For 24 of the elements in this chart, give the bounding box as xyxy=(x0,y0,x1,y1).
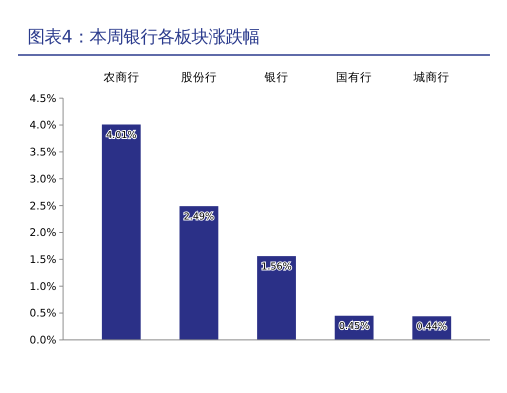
y-tick-label: 1.0% xyxy=(30,280,56,293)
y-tick-label: 2.5% xyxy=(30,200,56,212)
y-tick-label: 3.0% xyxy=(30,173,56,186)
data-label: 0.45% xyxy=(338,321,370,332)
y-tick-label: 0.0% xyxy=(30,334,56,347)
bar xyxy=(257,256,296,340)
data-label: 4.01% xyxy=(106,130,137,141)
x-tick-label: 城商行 xyxy=(412,70,450,84)
x-tick-label: 股份行 xyxy=(180,70,217,84)
bar xyxy=(180,206,218,340)
x-tick-label: 农商行 xyxy=(103,70,140,84)
y-tick-label: 1.5% xyxy=(30,254,56,266)
bar xyxy=(102,124,141,340)
y-tick-label: 0.5% xyxy=(30,308,56,320)
y-tick-label: 2.0% xyxy=(30,227,56,240)
chart-title: 图表4：本周银行各板块涨跌幅 xyxy=(28,28,260,48)
y-tick-label: 4.5% xyxy=(30,92,56,105)
data-label: 1.56% xyxy=(261,262,292,273)
y-tick-label: 3.5% xyxy=(30,146,56,159)
x-tick-label: 银行 xyxy=(264,70,289,84)
data-label: 0.44% xyxy=(416,322,447,333)
x-tick-label: 国有行 xyxy=(336,70,372,84)
data-label: 2.49% xyxy=(184,212,214,223)
y-tick-label: 4.0% xyxy=(30,120,56,132)
